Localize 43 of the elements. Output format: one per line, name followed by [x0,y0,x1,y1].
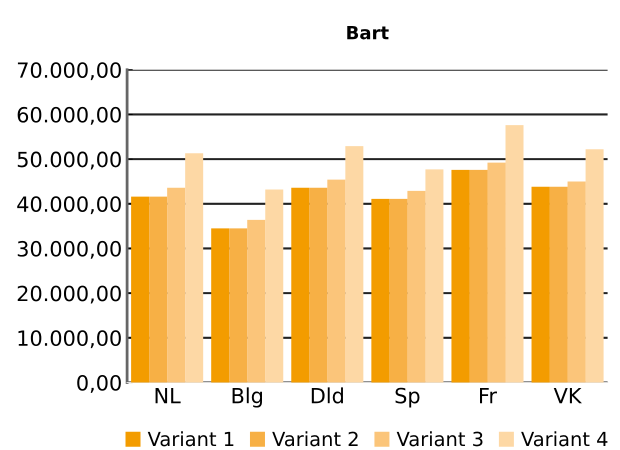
y-tick-label: 20.000,00 [18,286,121,304]
bar [149,196,168,382]
y-tick-label: 30.000,00 [18,240,121,259]
x-tick-label: Sp [396,388,420,408]
bar [469,170,488,382]
y-tick-label: 10.000,00 [18,330,121,348]
bar [327,180,346,382]
bar [532,186,550,382]
y-tick-label: 70.000,00 [18,62,121,80]
bar [586,149,604,382]
bar [451,170,470,382]
bar [487,162,506,382]
bar [407,190,426,382]
y-tick-label: 50.000,00 [18,152,121,170]
bar [371,198,390,382]
bar [229,228,248,382]
legend-label: Variant 3 [396,431,482,446]
bar [167,188,186,382]
bar [389,198,408,382]
y-tick-label: 40.000,00 [17,196,121,214]
bar [425,169,444,382]
bar [505,125,524,382]
bar [291,188,310,382]
bar [550,186,568,382]
y-tick-label: 0,00 [77,374,121,393]
bar [247,220,266,382]
x-tick-label: Dld [312,387,343,404]
x-tick-label: Blg [232,387,262,408]
legend-label: Variant 4 [521,431,608,446]
bar [211,228,230,382]
legend-label: Variant 2 [272,431,358,446]
y-tick-label: 60.000,00 [18,106,121,125]
bar [568,181,586,382]
x-tick-label: VK [554,388,582,404]
x-tick-label: Fr [480,388,497,404]
bar [309,188,328,382]
x-tick-label: NL [156,388,181,404]
bar [345,146,364,382]
legend-label: Variant 1 [148,431,234,446]
chart-title: Bart [347,26,389,40]
bar [185,153,204,382]
bar [265,189,284,382]
bar [131,196,150,382]
